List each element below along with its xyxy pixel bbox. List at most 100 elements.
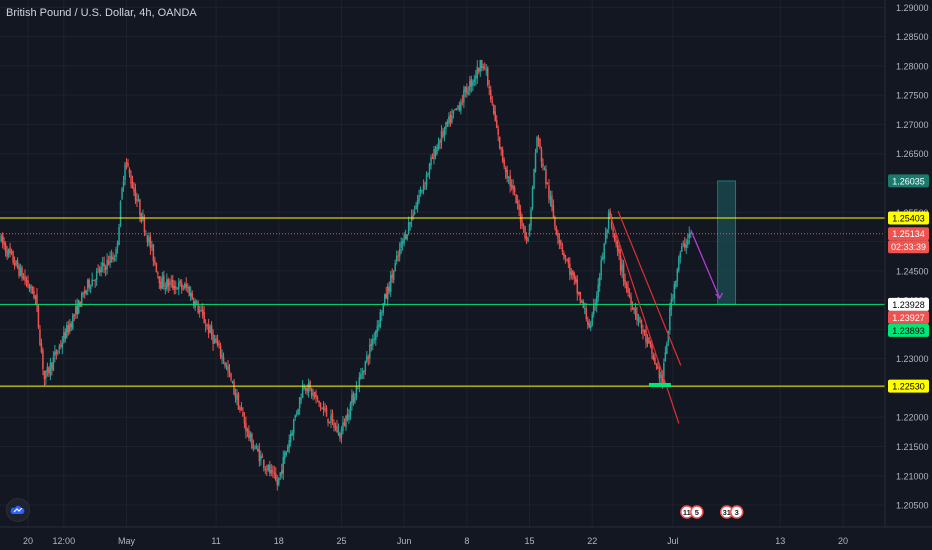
candle-bull — [416, 199, 419, 207]
candle-bear — [551, 195, 553, 207]
candle-bear — [388, 287, 390, 292]
candle-bear — [642, 329, 644, 333]
candle-bear — [309, 381, 311, 389]
x-tick-label: 20 — [838, 536, 848, 546]
candle-bull — [383, 294, 386, 305]
candle-bear — [486, 67, 489, 85]
candle-bear — [233, 380, 235, 395]
candle-bull — [164, 287, 167, 290]
candle-bear — [125, 162, 128, 165]
target-zone-box[interactable] — [717, 180, 737, 305]
candle-bear — [315, 394, 317, 398]
candle-bull — [300, 398, 302, 400]
price-label-bg — [888, 174, 929, 188]
price-label-bg — [888, 379, 929, 393]
candle-bull — [148, 237, 150, 243]
candle-bull — [382, 303, 385, 313]
candle-bull — [361, 373, 364, 375]
candle-bull — [398, 248, 401, 257]
candle-bear — [609, 211, 611, 219]
candle-bear — [542, 163, 544, 167]
candle-bear — [470, 79, 473, 87]
candle-bull — [15, 260, 17, 265]
candle-bull — [321, 408, 323, 410]
price-label: 1.23927 — [892, 313, 925, 323]
event-badge-label: 3 — [735, 508, 739, 517]
candle-bear — [170, 280, 173, 282]
candle-bull — [246, 428, 249, 431]
candle-bear — [576, 279, 579, 294]
price-label-bg — [888, 323, 929, 337]
candle-bull — [289, 434, 292, 443]
x-tick-label: 13 — [775, 536, 785, 546]
event-badge[interactable] — [690, 505, 704, 519]
candle-bear — [501, 149, 504, 162]
candle-bull — [166, 279, 168, 289]
candle-bull — [264, 468, 267, 470]
candle-bull — [109, 255, 111, 263]
candle-bear — [643, 330, 646, 332]
candle-bull — [591, 314, 593, 326]
candle-bull — [592, 304, 595, 315]
event-badge[interactable] — [729, 505, 744, 519]
candle-bear — [612, 229, 614, 232]
candle-bear — [449, 115, 452, 125]
candle-bull — [303, 386, 305, 388]
candle-bear — [518, 203, 520, 211]
candle-bear — [98, 269, 101, 273]
candle-bear — [216, 341, 219, 345]
candle-bull — [169, 282, 171, 286]
tradingview-cloud-icon[interactable] — [6, 498, 30, 522]
low-marker[interactable] — [648, 383, 671, 388]
price-axis[interactable]: 1.29000 1.28500 1.28000 1.27500 1.27000 1.265… — [884, 0, 932, 550]
candle-bear — [201, 309, 204, 315]
candle-bull — [392, 270, 395, 281]
candle-bull — [527, 237, 529, 242]
candle-bull — [666, 343, 668, 355]
candle-bull — [419, 189, 422, 194]
candle-bull — [679, 252, 682, 258]
candle-bear — [70, 323, 73, 328]
projection-arrow[interactable] — [690, 229, 721, 299]
candle-bull — [621, 264, 623, 272]
candle-bull — [295, 413, 298, 415]
candle-bear — [385, 293, 387, 299]
candle-bear — [566, 260, 568, 262]
candle-bull — [78, 299, 80, 314]
candle-bear — [548, 185, 550, 199]
candle-bull — [687, 240, 689, 245]
candle-bear — [484, 67, 486, 69]
candle-bull — [415, 205, 417, 210]
candle-bull — [189, 292, 192, 297]
candle-bull — [121, 188, 123, 200]
candle-bear — [12, 251, 14, 263]
candle-bull — [30, 284, 32, 288]
candle-bull — [351, 394, 353, 405]
candle-bear — [273, 472, 276, 474]
candle-bull — [445, 122, 447, 129]
candle-bull — [101, 262, 104, 266]
channel-line-upper[interactable] — [617, 210, 682, 366]
candle-bear — [552, 205, 555, 217]
candle-bear — [569, 263, 571, 275]
candle-bear — [206, 324, 208, 326]
candle-bull — [186, 287, 189, 289]
candle-bull — [34, 295, 37, 299]
channel-line-lower[interactable] — [609, 215, 680, 424]
time-axis[interactable]: 20 12:00 May 11 18 25 Jun 8 15 22 Jul 13 20 — [0, 526, 932, 546]
candle-bear — [503, 159, 505, 167]
candle-bear — [172, 279, 174, 288]
candle-bear — [94, 280, 96, 282]
candle-bull — [307, 383, 310, 393]
price-label: 1.25134 — [892, 229, 925, 239]
candle-bull — [678, 257, 680, 271]
event-badges[interactable]: 11 5 31 3 — [680, 505, 744, 519]
candle-bear — [454, 108, 456, 110]
price-label: 1.25403 — [892, 213, 925, 223]
candle-bear — [684, 243, 686, 248]
candle-bull — [85, 290, 87, 294]
candle-bear — [319, 403, 322, 408]
candle-bear — [554, 217, 556, 227]
candle-bear — [64, 331, 67, 339]
